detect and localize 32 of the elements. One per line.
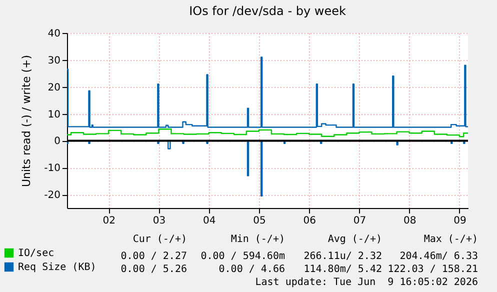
text: Max (-/+) <box>424 234 478 245</box>
text: 0.00 / 594.60m <box>200 251 285 262</box>
legend-label: IO/sec <box>18 248 54 259</box>
x-tick-label: 09 <box>454 216 466 226</box>
text: Last update: Tue Jun 9 16:05:02 2026 <box>255 277 478 288</box>
x-tick-label: 07 <box>353 216 366 226</box>
x-tick-label: 05 <box>253 216 266 226</box>
text: Avg (-/+) <box>328 234 382 245</box>
text: 0.00 / 5.26 <box>120 264 187 275</box>
text: Min (-/+) <box>230 234 285 245</box>
y-tick-label: 10 <box>48 109 60 120</box>
text: 266.11u/ 2.32 <box>304 251 382 262</box>
text: 114.80m/ 5.42 <box>304 264 382 275</box>
x-tick-label: 08 <box>403 216 416 226</box>
text: Cur (-/+) <box>132 234 187 245</box>
text: 122.03 / 158.21 <box>388 264 478 275</box>
chart-title: IOs for /dev/sda - by week <box>189 4 346 18</box>
text: 0.00 / 2.27 <box>120 251 187 262</box>
y-axis-title: Units read (-) / write (+) <box>20 54 34 188</box>
x-tick-label: 06 <box>303 216 316 226</box>
x-tick-label: 04 <box>202 216 216 226</box>
text: 0.00 / 4.66 <box>218 264 285 275</box>
legend-label: Req Size (KB) <box>18 262 96 273</box>
y-tick-label: -10 <box>44 163 60 174</box>
y-tick-label: -20 <box>44 190 60 202</box>
text: 204.46m/ 6.33 <box>400 251 478 262</box>
x-tick-label: 03 <box>152 216 166 226</box>
y-tick-label: 0 <box>54 136 60 148</box>
y-tick-label: 30 <box>48 55 60 66</box>
x-tick-label: 02 <box>102 216 116 226</box>
y-tick-label: 20 <box>48 82 60 94</box>
y-tick-label: 40 <box>48 28 60 40</box>
